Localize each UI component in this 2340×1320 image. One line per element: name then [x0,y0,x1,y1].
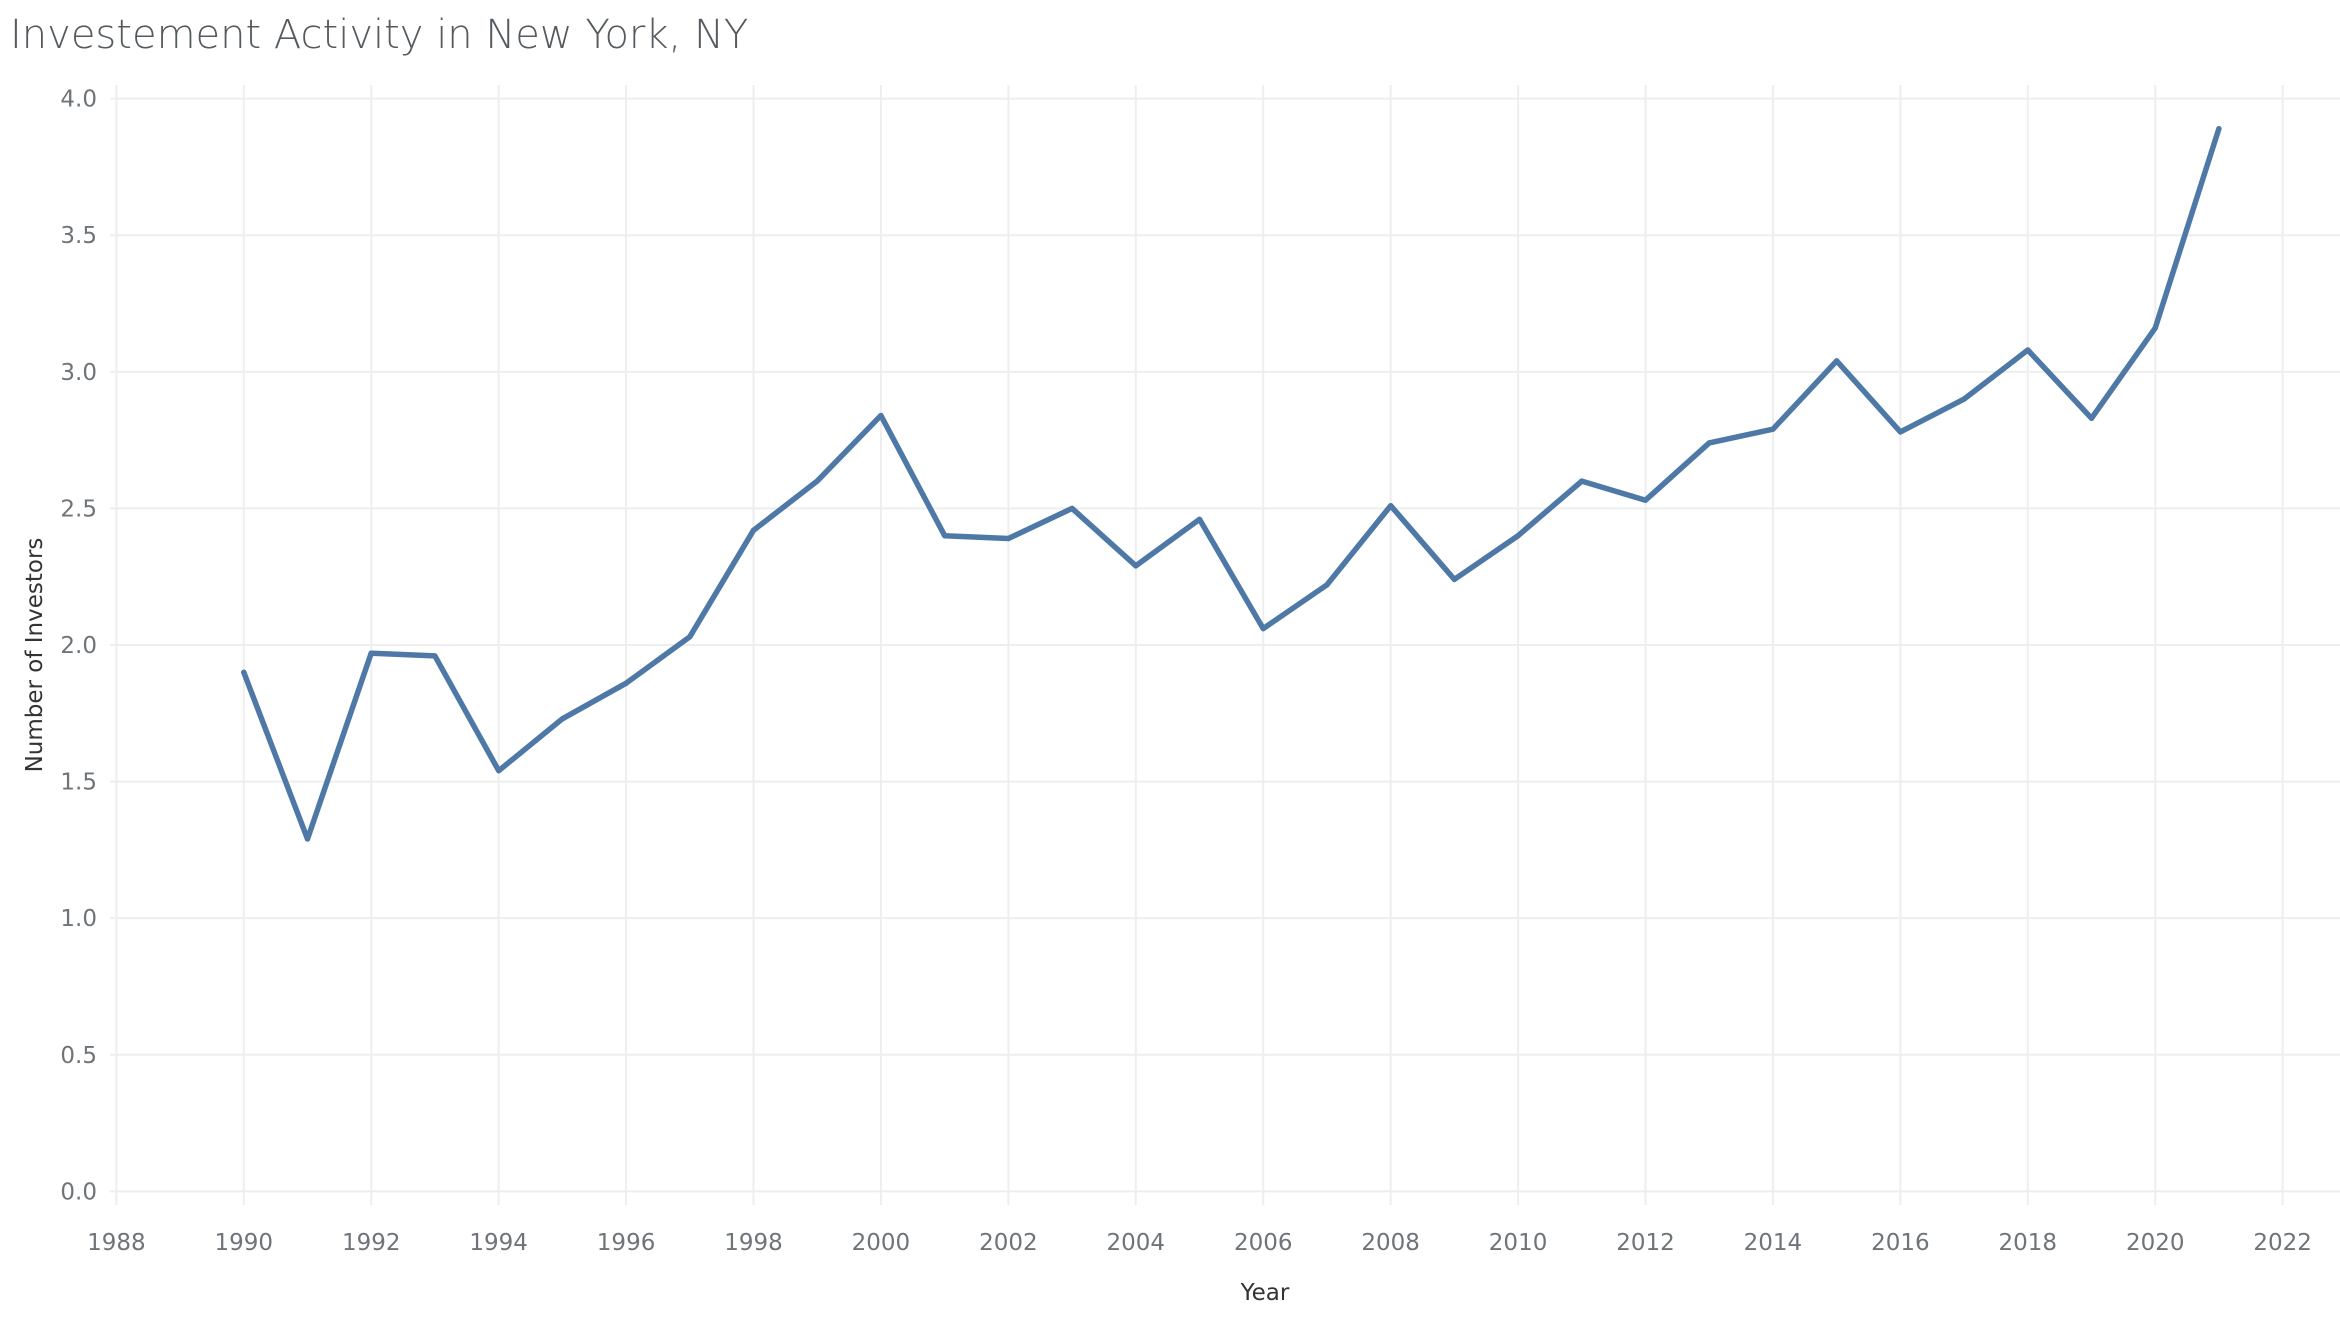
data-point [2088,415,2095,421]
y-tick-label: 4.0 [60,87,97,113]
x-tick-label: 2008 [1361,1230,1420,1256]
data-point [623,680,629,686]
x-tick-label: 2016 [1871,1230,1930,1256]
x-axis-tick-labels: 1988 1990 1992 1994 1996 1998 2000 2002 2004 2006… [87,1230,2312,1256]
data-point [559,716,565,722]
x-tick-label: 1990 [215,1230,274,1256]
y-tick-label: 1.0 [60,906,97,932]
x-tick-label: 2022 [2253,1230,2312,1256]
x-tick-label: 2010 [1489,1230,1548,1256]
data-point [1324,582,1330,588]
data-point [432,653,438,659]
data-point [1515,533,1521,539]
data-point [368,650,374,656]
data-point [2025,347,2031,353]
x-tick-label: 2020 [2126,1230,2185,1256]
data-point [814,478,820,484]
chart-title: Investement Activity in New York, NY [10,12,749,58]
data-point [1005,535,1011,542]
y-axis-tick-labels: 0.0 0.5 1.0 1.5 2.0 2.5 3.0 3.5 4.0 [60,87,97,1206]
x-axis-title: Year [1240,1280,1290,1306]
y-tick-label: 3.0 [60,360,97,386]
data-point [687,634,693,640]
x-tick-label: 2014 [1744,1230,1803,1256]
data-point [304,836,311,842]
y-tick-label: 0.0 [60,1179,97,1205]
x-tick-label: 1994 [469,1230,528,1256]
data-point [1260,626,1266,632]
data-point [1961,396,1967,402]
data-point [1388,503,1394,509]
data-point [942,533,948,539]
gridlines [110,85,2340,1205]
x-tick-label: 2004 [1107,1230,1166,1256]
y-tick-label: 2.0 [60,633,97,659]
y-tick-label: 3.5 [60,223,97,249]
x-tick-label: 1998 [724,1230,783,1256]
data-point [878,412,884,419]
x-tick-label: 2018 [1999,1230,2058,1256]
data-point [1897,429,1903,435]
x-tick-label: 2012 [1616,1230,1675,1256]
y-tick-label: 2.5 [60,496,97,522]
x-tick-label: 2002 [979,1230,1038,1256]
data-point [1706,440,1712,446]
data-point [750,527,757,533]
data-point [1069,505,1075,512]
data-point [1770,426,1776,432]
data-point [1196,516,1203,522]
data-point [2152,325,2158,331]
x-tick-label: 2006 [1234,1230,1293,1256]
data-point [1133,563,1139,569]
data-point [1579,478,1585,484]
x-tick-label: 1992 [342,1230,401,1256]
series-line [241,125,2222,842]
data-point [496,768,502,774]
x-tick-label: 2000 [852,1230,911,1256]
series-group [241,125,2222,842]
data-point [1451,576,1457,583]
data-point [1834,358,1840,364]
data-point [2216,126,2222,132]
x-tick-label: 1988 [87,1230,146,1256]
y-tick-label: 0.5 [60,1043,97,1069]
x-tick-label: 1996 [597,1230,656,1256]
y-axis-title: Number of Investors [22,538,48,773]
y-tick-label: 1.5 [60,770,97,796]
data-point [1642,497,1649,503]
data-point [241,669,247,675]
